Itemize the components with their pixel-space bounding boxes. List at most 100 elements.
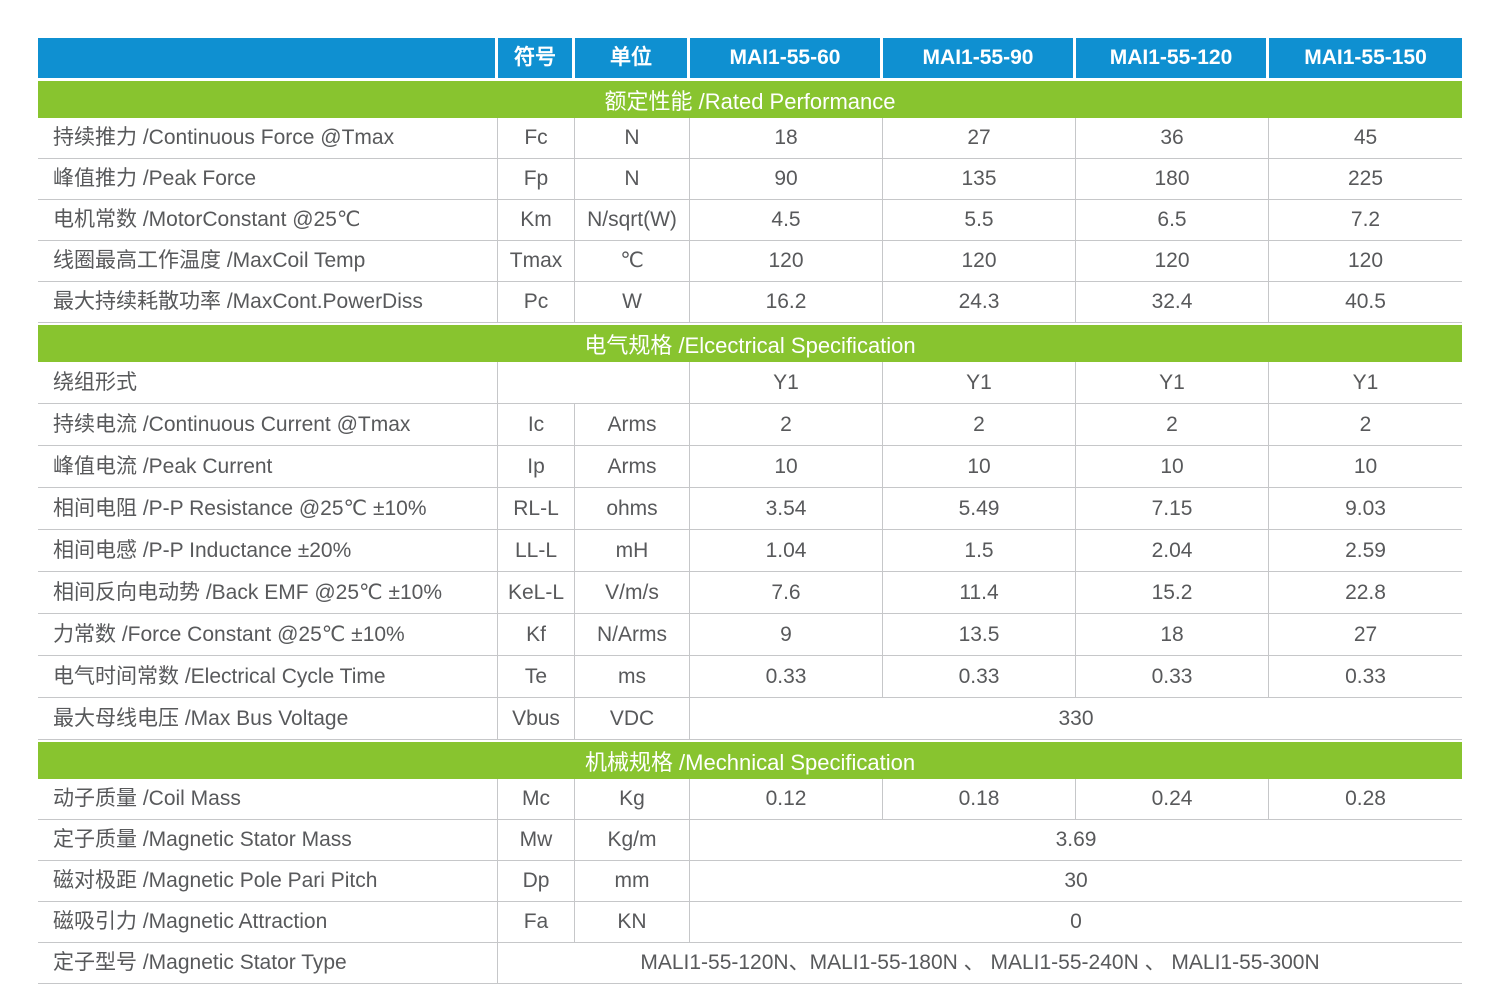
row-label-cell: 最大母线电压 /Max Bus Voltage [38, 698, 498, 739]
value-cell: 10 [690, 446, 883, 487]
value-cell: 27 [1353, 622, 1378, 646]
spec-row: 力常数 /Force Constant @25℃ ±10% Kf N/Arms 9 13… [38, 614, 1462, 656]
spec-row: 定子质量 /Magnetic Stator Mass Mw Kg/m 3.69 [38, 820, 1462, 861]
value-cell: Y1 [1352, 370, 1379, 394]
spec-row: 动子质量 /Coil Mass Mc Kg 0.12 0.18 0.24 0.28 [38, 779, 1462, 820]
header-model-col-1: MAI1-55-60 [690, 38, 883, 78]
symbol-cell: Pc [498, 282, 575, 322]
section-band: 机械规格 /Mechnical Specification [38, 742, 1462, 779]
table-header-row: 符号 单位 MAI1-55-60 MAI1-55-90 MAI1-55-120 … [38, 38, 1462, 78]
unit-cell: Arms [575, 404, 690, 445]
value-cell: 7.15 [1076, 488, 1269, 529]
symbol-cell: Fp [498, 159, 575, 199]
value-cell: 2 [690, 404, 883, 445]
value-cell: Y1 [883, 362, 1076, 403]
value-cell: 0.33 [883, 656, 1076, 697]
row-label-cell: 相间电感 /P-P Inductance ±20% [38, 530, 498, 571]
row-label-cell: 磁吸引力 /Magnetic Attraction [38, 902, 498, 942]
value-cell: 0.12 [690, 779, 883, 819]
symbol-cell: Kf [498, 614, 575, 655]
unit-cell: KN [575, 902, 690, 942]
row-label-cell: 相间反向电动势 /Back EMF @25℃ ±10% [38, 572, 498, 613]
value-cell: 24.3 [883, 282, 1076, 322]
value-cell: 9 [690, 614, 883, 655]
value-cell: 180 [1076, 159, 1269, 199]
value-cell: 4.5 [690, 200, 883, 240]
value-cell: 120 [1076, 241, 1269, 281]
symbol-cell: Km [498, 200, 575, 240]
spec-table: 符号 单位 MAI1-55-60 MAI1-55-90 MAI1-55-120 … [38, 38, 1462, 984]
value-cell: 135 [883, 159, 1076, 199]
unit-cell: W [575, 282, 690, 322]
header-corner-cell [38, 38, 498, 78]
row-label-cell: 峰值推力 /Peak Force [38, 159, 498, 199]
value-cell: 0.28 [1345, 787, 1386, 811]
unit-cell: Arms [575, 446, 690, 487]
unit-cell: N [575, 118, 690, 158]
value-cell: 2 [1076, 404, 1269, 445]
value-cell: 0.33 [1345, 664, 1386, 688]
value-cell: 18 [1076, 614, 1269, 655]
symbol-cell: KeL-L [498, 572, 575, 613]
value-cell: 5.49 [883, 488, 1076, 529]
value-cell: 15.2 [1076, 572, 1269, 613]
symbol-cell: Ip [498, 446, 575, 487]
row-label-cell: 动子质量 /Coil Mass [38, 779, 498, 819]
value-cell: 2.59 [1345, 538, 1386, 562]
value-cell: 225 [1347, 167, 1384, 191]
row-label-cell: 力常数 /Force Constant @25℃ ±10% [38, 614, 498, 655]
header-unit-col: 单位 [575, 38, 690, 78]
spec-row: 最大持续耗散功率 /MaxCont.PowerDiss Pc W 16.2 24.3 32… [38, 282, 1462, 323]
unit-cell: ms [575, 656, 690, 697]
symbol-cell: Vbus [498, 698, 575, 739]
unit-cell: Kg [575, 779, 690, 819]
row-label-cell: 相间电阻 /P-P Resistance @25℃ ±10% [38, 488, 498, 529]
spec-row: 磁对极距 /Magnetic Pole Pari Pitch Dp mm 30 [38, 861, 1462, 902]
symbol-cell: Ic [498, 404, 575, 445]
header-model-col-2: MAI1-55-90 [883, 38, 1076, 78]
spec-row: 最大母线电压 /Max Bus Voltage Vbus VDC 330 [38, 698, 1462, 740]
row-label-cell: 持续电流 /Continuous Current @Tmax [38, 404, 498, 445]
spec-row: 磁吸引力 /Magnetic Attraction Fa KN 0 [38, 902, 1462, 943]
table-body: 额定性能 /Rated Performance 持续推力 /Continuous … [38, 81, 1462, 984]
spec-row: 峰值电流 /Peak Current Ip Arms 10 10 10 10 [38, 446, 1462, 488]
value-cell: 27 [883, 118, 1076, 158]
symbol-cell: Mc [498, 779, 575, 819]
row-label-cell: 定子型号 /Magnetic Stator Type [38, 943, 498, 983]
unit-cell: V/m/s [575, 572, 690, 613]
symbol-unit-cell [498, 362, 690, 403]
value-cell: 45 [1353, 126, 1378, 150]
row-label-cell: 绕组形式 [38, 362, 498, 403]
value-cell: 32.4 [1076, 282, 1269, 322]
value-cell: 120 [883, 241, 1076, 281]
value-cell: 0.24 [1076, 779, 1269, 819]
row-label-cell: 定子质量 /Magnetic Stator Mass [38, 820, 498, 860]
value-cell: 10 [883, 446, 1076, 487]
section-band: 电气规格 /Elcectrical Specification [38, 325, 1462, 362]
value-cell: 10 [1076, 446, 1269, 487]
spec-row: 峰值推力 /Peak Force Fp N 90 135 180 225 [38, 159, 1462, 200]
value-cell: 18 [690, 118, 883, 158]
header-model-col-3: MAI1-55-120 [1076, 38, 1269, 78]
value-cell: 36 [1076, 118, 1269, 158]
value-cell: 0.18 [883, 779, 1076, 819]
header-model-col-4: MAI1-55-150 [1269, 38, 1462, 78]
merged-value-cell: 0 [1070, 910, 1082, 934]
value-cell: 2.04 [1076, 530, 1269, 571]
unit-cell: ohms [575, 488, 690, 529]
value-cell: 5.5 [883, 200, 1076, 240]
value-cell: 1.5 [883, 530, 1076, 571]
symbol-cell: LL-L [498, 530, 575, 571]
symbol-cell: Fa [498, 902, 575, 942]
value-cell: 120 [1347, 249, 1384, 273]
symbol-cell: Fc [498, 118, 575, 158]
unit-cell: mH [575, 530, 690, 571]
unit-cell: N/sqrt(W) [575, 200, 690, 240]
spec-row: 相间电感 /P-P Inductance ±20% LL-L mH 1.04 1.5 2.… [38, 530, 1462, 572]
value-cell: Y1 [1076, 362, 1269, 403]
spec-row: 定子型号 /Magnetic Stator Type MALI1-55-120N、… [38, 943, 1462, 984]
value-cell: 22.8 [1345, 580, 1386, 604]
value-cell: 16.2 [690, 282, 883, 322]
merged-value-cell: MALI1-55-120N、MALI1-55-180N 、 MALI1-55-2… [640, 951, 1320, 975]
spec-row: 相间电阻 /P-P Resistance @25℃ ±10% RL-L ohms 3.… [38, 488, 1462, 530]
